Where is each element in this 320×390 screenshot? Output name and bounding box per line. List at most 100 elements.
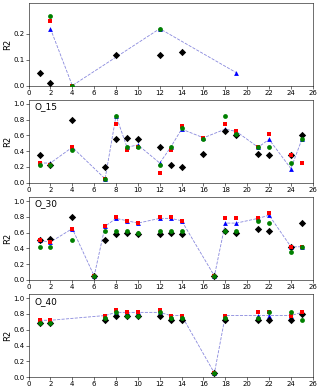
Point [48,320,53,326]
Point [179,49,184,55]
Point [157,170,162,176]
Point [256,317,261,323]
Point [157,309,162,316]
Point [157,228,162,234]
Y-axis label: R2: R2 [3,233,12,244]
Point [168,147,173,153]
Point [124,309,130,316]
Point [124,312,130,319]
Point [288,244,293,250]
Point [212,370,217,376]
Point [288,244,293,250]
Point [70,82,75,89]
Point [70,82,75,89]
Point [37,317,42,323]
Point [267,144,272,151]
Point [256,144,261,151]
Point [299,309,304,316]
Point [168,312,173,319]
Point [37,160,42,166]
Point [70,82,75,89]
Point [223,215,228,222]
Point [256,309,261,316]
Y-axis label: R2: R2 [3,136,12,147]
Point [212,273,217,279]
Point [102,176,108,182]
Point [114,312,119,319]
Point [234,215,239,222]
Point [48,162,53,168]
Text: O_40: O_40 [34,297,57,306]
Point [102,315,108,321]
Point [102,176,108,182]
Point [102,223,108,229]
Point [179,218,184,224]
Point [114,136,119,142]
Point [48,239,53,245]
Point [102,164,108,170]
Point [168,144,173,151]
Point [201,151,206,157]
Point [102,228,108,234]
Point [135,309,140,316]
Point [288,152,293,158]
Point [37,317,42,323]
Point [212,370,217,376]
Point [234,132,239,138]
Point [168,215,173,222]
Point [168,144,173,151]
Point [256,144,261,151]
Point [223,220,228,226]
Point [179,312,184,319]
Point [37,244,42,250]
Point [114,121,119,127]
Point [92,273,97,279]
Point [157,214,162,220]
Point [256,225,261,232]
Point [70,238,75,244]
Point [267,309,272,316]
Point [157,25,162,32]
Point [212,370,217,376]
Point [267,312,272,319]
Point [168,228,173,234]
Point [234,220,239,226]
Point [299,136,304,142]
Point [179,218,184,224]
Point [114,113,119,119]
Point [135,136,140,142]
Point [37,69,42,76]
Point [256,315,261,321]
Point [288,249,293,255]
Point [212,273,217,279]
Point [288,165,293,172]
Point [288,152,293,158]
Point [124,135,130,141]
Point [157,215,162,222]
Point [179,164,184,170]
Point [114,214,119,220]
Point [114,307,119,313]
Point [37,238,42,244]
Point [157,231,162,237]
Point [157,309,162,316]
Point [48,317,53,323]
Point [299,244,304,250]
Point [223,228,228,234]
Point [299,309,304,316]
Point [299,160,304,166]
Point [48,25,53,32]
Point [135,220,140,226]
Point [288,312,293,319]
Point [135,312,140,319]
Point [70,214,75,220]
Point [48,317,53,323]
Text: O_15: O_15 [34,103,57,112]
Point [223,113,228,119]
Point [37,160,42,166]
Point [234,229,239,236]
Point [267,136,272,142]
Point [37,320,42,326]
Point [102,317,108,323]
Point [48,162,53,168]
